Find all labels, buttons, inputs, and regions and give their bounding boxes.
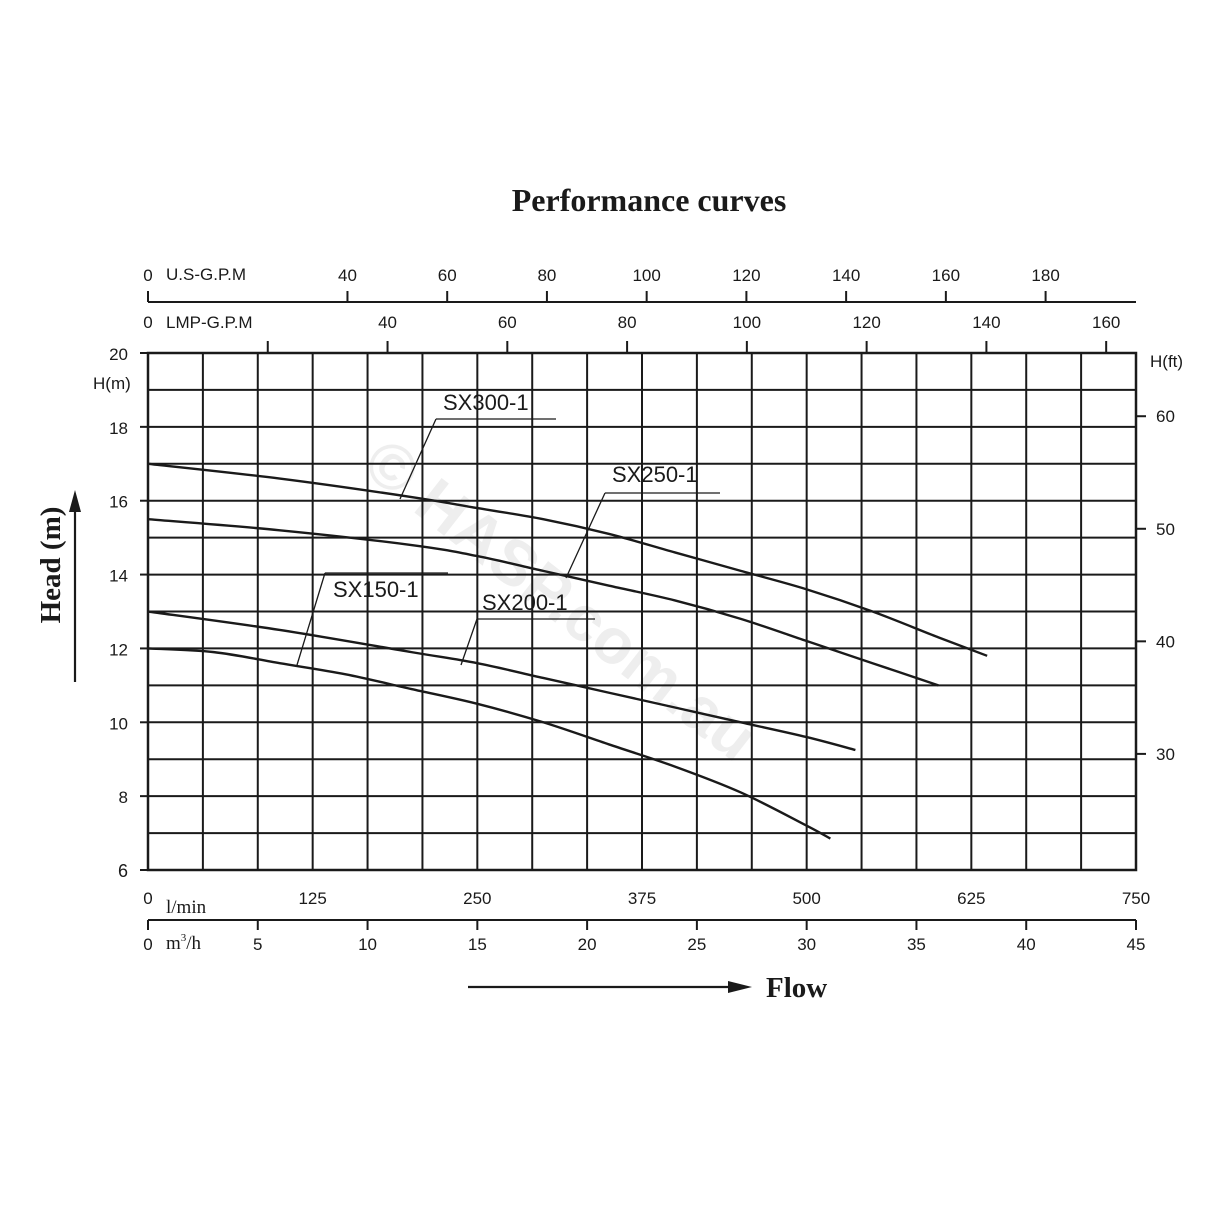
lmpgpm-tick-label: 0 <box>143 313 152 332</box>
series-curves <box>147 462 988 840</box>
m3h-tick-label: 35 <box>907 935 926 954</box>
usgpm-tick-label: 160 <box>932 266 960 285</box>
series-label-sx250-1: SX250-1 <box>612 462 698 487</box>
usgpm-tick-label: 180 <box>1031 266 1059 285</box>
lmin-tick-label: 375 <box>628 889 656 908</box>
lmin-tick-label: 0 <box>143 889 152 908</box>
lmpgpm-tick-label: 120 <box>852 313 880 332</box>
x-axis-arrow-head <box>728 981 752 993</box>
lmpgpm-tick-label: 40 <box>378 313 397 332</box>
usgpm-tick-label: 80 <box>537 266 556 285</box>
right-tick-label: 50 <box>1156 520 1175 539</box>
series-line-sx150-1 <box>147 647 831 840</box>
left-tick-label: 16 <box>109 493 128 512</box>
m3h-axis-unit: m3/h <box>166 932 202 954</box>
m3h-tick-label: 40 <box>1017 935 1036 954</box>
y-axis-arrow-head <box>69 490 81 512</box>
right-axis-unit: H(ft) <box>1150 352 1183 371</box>
lmpgpm-tick-label: 80 <box>618 313 637 332</box>
right-tick-label: 30 <box>1156 745 1175 764</box>
lmpgpm-tick-label: 100 <box>733 313 761 332</box>
series-label-sx150-1: SX150-1 <box>333 577 419 602</box>
m3h-tick-label: 25 <box>687 935 706 954</box>
leader-line <box>399 418 437 500</box>
m3h-tick-label: 10 <box>358 935 377 954</box>
series-line-sx300-1 <box>147 462 988 657</box>
m3h-tick-label: 20 <box>578 935 597 954</box>
right-tick-label: 60 <box>1156 407 1175 426</box>
y-axis-label: Head (m) <box>35 507 67 624</box>
left-tick-label: 8 <box>119 788 128 807</box>
usgpm-tick-label: 60 <box>438 266 457 285</box>
usgpm-tick-label: 40 <box>338 266 357 285</box>
lmpgpm-axis-unit: LMP-G.P.M <box>166 313 253 332</box>
m3h-tick-label: 15 <box>468 935 487 954</box>
left-tick-label: 10 <box>109 714 128 733</box>
lmpgpm-tick-label: 140 <box>972 313 1000 332</box>
lmin-tick-label: 750 <box>1122 889 1150 908</box>
lmin-tick-label: 125 <box>298 889 326 908</box>
series-labels: SX300-1 SX250-1 SX200-1 SX150-1 <box>296 390 720 666</box>
grid <box>148 353 1136 870</box>
usgpm-tick-label: 140 <box>832 266 860 285</box>
left-tick-label: 12 <box>109 640 128 659</box>
left-tick-label: 14 <box>109 567 128 586</box>
m3h-tick-label: 45 <box>1127 935 1146 954</box>
chart-title: Performance curves <box>512 182 787 218</box>
usgpm-tick-label: 100 <box>632 266 660 285</box>
usgpm-tick-label: 120 <box>732 266 760 285</box>
leader-line <box>565 492 606 579</box>
lmpgpm-tick-label: 60 <box>498 313 517 332</box>
right-tick-label: 40 <box>1156 632 1175 651</box>
series-label-sx300-1: SX300-1 <box>443 390 529 415</box>
top-axes: U.S-G.P.M LMP-G.P.M <box>148 265 1136 332</box>
x-axis-label: Flow <box>766 972 827 1004</box>
lmin-tick-label: 625 <box>957 889 985 908</box>
bottom-axes: l/min m3/h <box>148 897 1136 954</box>
left-tick-label: 18 <box>109 419 128 438</box>
leader-line <box>296 572 326 666</box>
m3h-tick-label: 30 <box>797 935 816 954</box>
lmin-axis-unit: l/min <box>166 897 207 918</box>
m3h-tick-label: 0 <box>143 935 152 954</box>
usgpm-axis-unit: U.S-G.P.M <box>166 265 246 284</box>
lmpgpm-tick-label: 160 <box>1092 313 1120 332</box>
series-label-sx200-1: SX200-1 <box>482 590 568 615</box>
left-axis-unit: H(m) <box>93 374 131 393</box>
series-line-sx250-1 <box>147 517 939 687</box>
leader-line <box>460 618 478 666</box>
left-tick-label: 6 <box>118 861 128 881</box>
usgpm-tick-label: 0 <box>143 266 152 285</box>
lmin-tick-label: 250 <box>463 889 491 908</box>
m3h-tick-label: 5 <box>253 935 262 954</box>
lmin-tick-label: 500 <box>792 889 820 908</box>
left-tick-label: 20 <box>109 345 128 364</box>
